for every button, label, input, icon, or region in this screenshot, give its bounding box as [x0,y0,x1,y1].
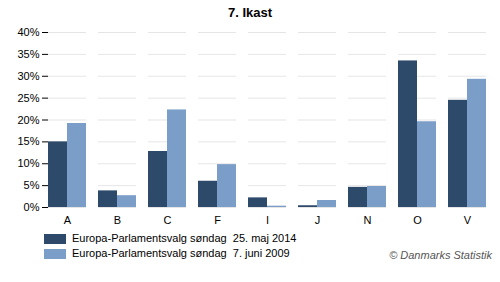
html-text:© Danmarks Statistik: © Danmarks Statistik [389,249,492,261]
svg-text:0%: 0% [24,201,40,213]
svg-text:30%: 30% [17,70,39,82]
svg-text:J: J [315,214,321,226]
svg-text:20%: 20% [17,114,39,126]
svg-text:C: C [164,214,172,226]
svg-text:B: B [114,214,121,226]
html-text:Europa-Parlamentsvalg søndag 7: Europa-Parlamentsvalg søndag 7. juni 200… [72,247,290,259]
svg-text:35%: 35% [17,48,39,60]
svg-text:F: F [214,214,221,226]
html-text:Europa-Parlamentsvalg søndag 2: Europa-Parlamentsvalg søndag 25. maj 201… [72,232,297,244]
html-text:7. Ikast: 7. Ikast [228,5,272,20]
svg-text:15%: 15% [17,135,39,147]
svg-text:V: V [464,214,472,226]
svg-text:40%: 40% [17,26,39,38]
svg-text:I: I [266,214,269,226]
svg-text:N: N [364,214,372,226]
svg-text:A: A [64,214,72,226]
svg-text:10%: 10% [17,157,39,169]
svg-text:25%: 25% [17,92,39,104]
svg-text:5%: 5% [24,179,40,191]
svg-text:O: O [413,214,422,226]
